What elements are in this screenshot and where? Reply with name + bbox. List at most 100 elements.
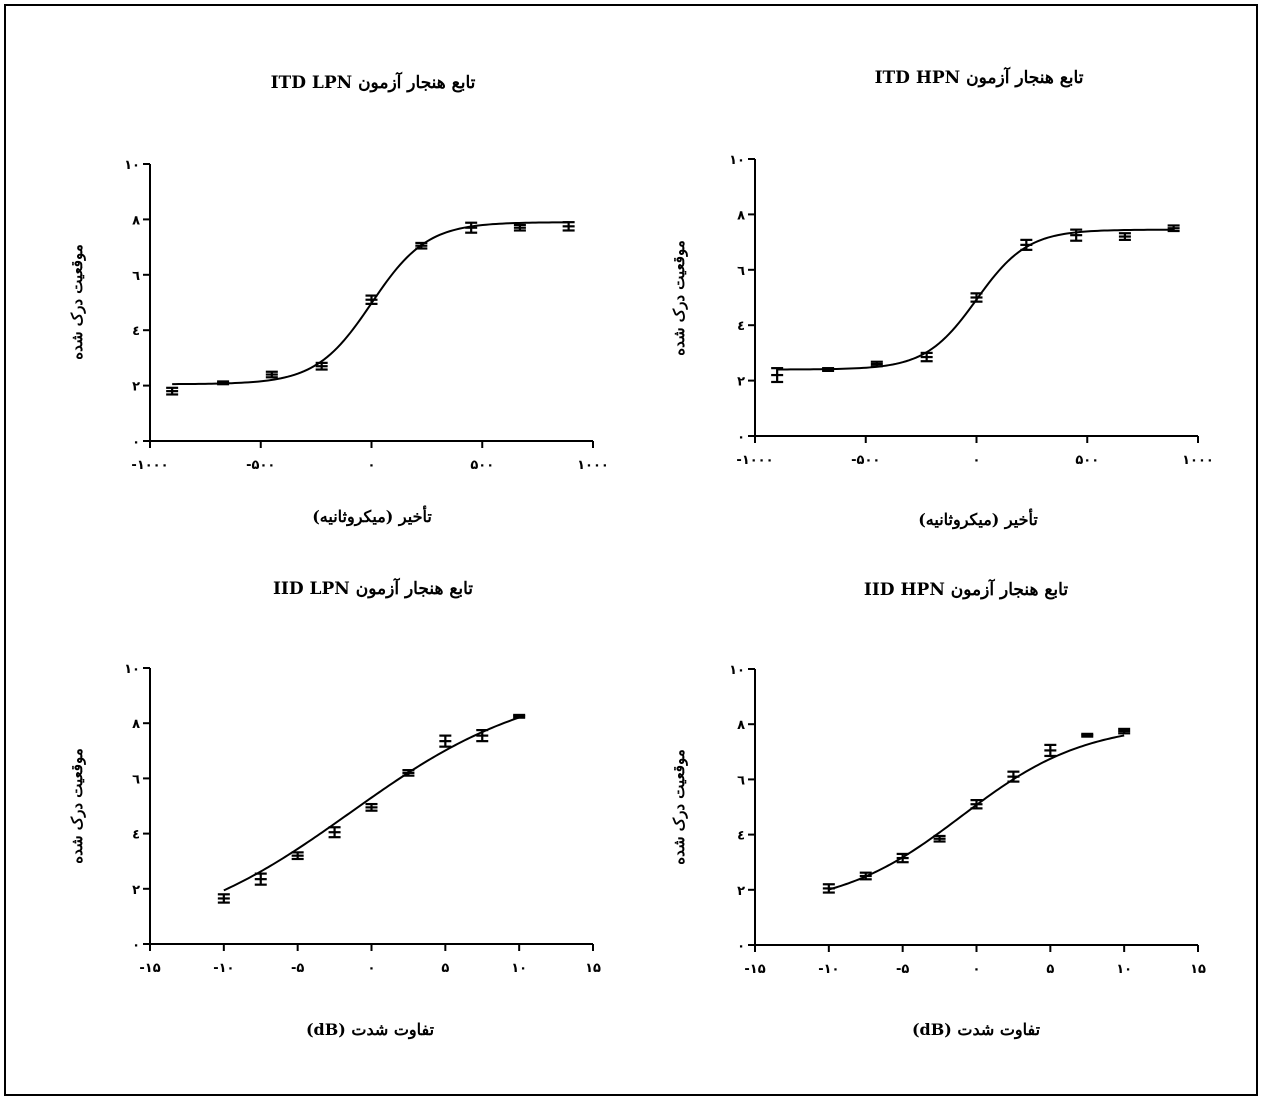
data-point	[933, 834, 946, 843]
chart-panel-2: تابع هنجار آزمون ITD HPN ۰ ۲ ٤ ٦ ۸ ۱۰ -۱۰۰۰ -۵۰۰…	[670, 66, 1214, 530]
data-point	[1044, 743, 1057, 758]
x-tick-label: ۱۰	[1116, 962, 1132, 977]
data-point	[970, 292, 983, 303]
x-axis-label: تفاوت شدت (dB)	[912, 1020, 1041, 1040]
chart-title: تابع هنجار آزمون IID HPN	[864, 578, 1068, 600]
x-tick-label: ۵	[1046, 962, 1054, 977]
data-point	[870, 360, 883, 368]
y-tick-label: ٦	[737, 773, 745, 788]
x-tick-label: ۱۵	[1190, 962, 1206, 977]
data-point	[476, 728, 489, 743]
y-tick-label: ۲	[132, 883, 140, 898]
data-point	[166, 386, 179, 396]
y-tick-label: ۲	[132, 380, 140, 395]
data-point	[265, 370, 278, 379]
x-tick-label: ۱۵	[585, 961, 601, 976]
x-tick-label: -۱۵	[744, 962, 765, 977]
x-tick-label: -۵	[896, 962, 909, 977]
chart-panel-3: تابع هنجار آزمون IID LPN ۰ ۲ ٤ ٦ ۸ ۱۰ -۱۵ -۱۰ -۵ ۰…	[68, 577, 601, 1040]
y-tick-label: ٦	[132, 269, 140, 284]
x-tick-label: -۵۰۰	[246, 458, 275, 473]
x-tick-label: ۱۰	[511, 961, 527, 976]
x-axis-label: تأخیر (میکروثانیه)	[918, 507, 1038, 530]
y-tick-label: ۱۰	[124, 158, 140, 173]
data-point	[1118, 232, 1131, 241]
y-axis-label: موقعیت درک شده	[670, 749, 688, 865]
data-point	[1081, 732, 1094, 738]
data-point	[328, 826, 341, 839]
y-tick-label: ۰	[132, 938, 140, 953]
y-tick-label: ٤	[737, 319, 745, 334]
chart-title: تابع هنجار آزمون IID LPN	[273, 577, 473, 599]
y-tick-label: ٤	[737, 829, 745, 844]
chart-title: تابع هنجار آزمون ITD HPN	[875, 66, 1084, 88]
x-tick-label: ۰	[973, 453, 981, 468]
data-point	[920, 351, 933, 363]
x-tick-label: ۰	[368, 458, 376, 473]
data-point	[1118, 727, 1131, 735]
y-tick-label: ۸	[132, 717, 140, 732]
x-tick-label: -۱۵	[139, 961, 160, 976]
chart-panel-4: تابع هنجار آزمون IID HPN ۰ ۲ ٤ ٦ ۸ ۱۰ -۱۵ -۱۰ -۵ ۰…	[670, 578, 1206, 1040]
data-point	[1007, 770, 1020, 783]
data-point	[1020, 238, 1033, 251]
data-point	[415, 241, 428, 250]
x-tick-label: -۱۰۰۰	[131, 458, 168, 473]
x-tick-label: -۵۰۰	[851, 453, 880, 468]
y-axis-label: موقعیت درک شده	[68, 748, 86, 864]
x-axis-label: تأخیر (میکروثانیه)	[312, 504, 432, 527]
x-tick-label: ۰	[973, 962, 981, 977]
data-point	[217, 380, 230, 386]
data-point	[771, 367, 784, 384]
data-point	[291, 851, 304, 861]
data-point	[402, 769, 415, 777]
data-point	[1167, 224, 1180, 233]
y-tick-label: ۱۰	[729, 153, 745, 168]
x-tick-label: -۱۰	[213, 961, 234, 976]
fitted-curve	[223, 716, 520, 892]
y-tick-label: ٦	[132, 772, 140, 787]
x-tick-label: ۵۰۰	[470, 458, 494, 473]
x-tick-label: -۱۰۰۰	[736, 453, 773, 468]
y-axis-label: موقعیت درک شده	[68, 244, 86, 360]
y-tick-label: ۱۰	[124, 662, 140, 677]
data-point	[513, 223, 526, 232]
fitted-curve	[828, 734, 1125, 891]
y-tick-label: ۸	[737, 208, 745, 223]
y-tick-label: ۰	[737, 430, 745, 445]
y-tick-label: ۰	[737, 939, 745, 954]
y-tick-label: ۲	[737, 375, 745, 390]
data-point	[562, 221, 575, 232]
x-tick-label: ۱۰۰۰	[1182, 453, 1214, 468]
data-point	[217, 893, 230, 904]
y-tick-label: ٤	[132, 828, 140, 843]
y-tick-label: ۸	[737, 718, 745, 733]
data-point	[365, 294, 378, 305]
data-point	[896, 852, 909, 864]
x-tick-label: ۱۰۰۰	[577, 458, 609, 473]
x-tick-label: ۵۰۰	[1075, 453, 1099, 468]
data-point	[822, 883, 835, 894]
y-tick-label: ۲	[737, 884, 745, 899]
x-tick-label: ۵	[441, 961, 449, 976]
data-point	[254, 872, 267, 886]
data-point	[365, 802, 378, 812]
y-tick-label: ۸	[132, 213, 140, 228]
fitted-curve	[777, 228, 1174, 371]
x-tick-label: -۱۰	[818, 962, 839, 977]
figure-frame	[4, 4, 1258, 1096]
data-point	[513, 713, 526, 719]
y-tick-label: ۱۰	[729, 663, 745, 678]
chart-title: تابع هنجار آزمون ITD LPN	[271, 71, 476, 93]
data-point	[315, 361, 328, 371]
y-tick-label: ۰	[132, 435, 140, 450]
data-point	[465, 221, 478, 234]
y-tick-label: ٦	[737, 264, 745, 279]
data-point	[970, 798, 983, 810]
x-tick-label: ۰	[368, 961, 376, 976]
data-point	[439, 734, 452, 748]
data-point	[859, 871, 872, 881]
y-tick-label: ٤	[132, 324, 140, 339]
data-point	[822, 367, 835, 373]
